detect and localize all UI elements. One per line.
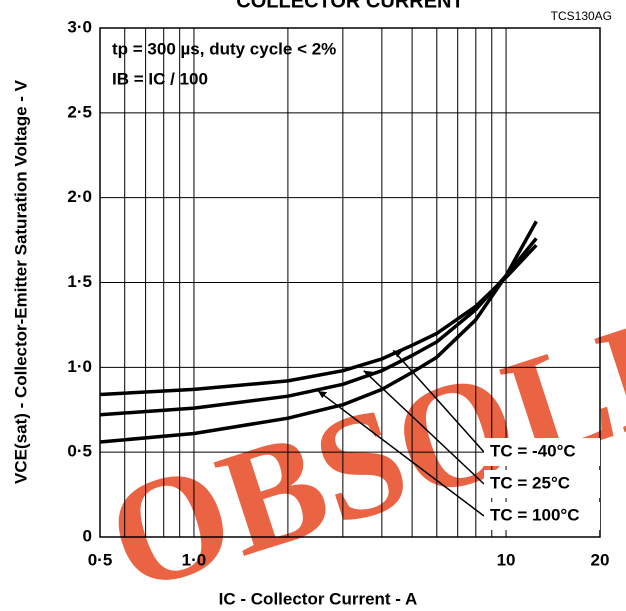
curve <box>99 220 538 444</box>
arrow-head <box>393 350 403 358</box>
legend-label: TC = 100°C <box>490 505 579 524</box>
x-tick-label: 20 <box>591 550 610 569</box>
y-axis-label: VCE(sat) - Collector-Emitter Saturation … <box>11 79 30 484</box>
y-tick-label: 3·0 <box>67 17 92 36</box>
y-tick-label: 2·0 <box>67 187 92 206</box>
figure-id: TCS130AG <box>551 9 612 23</box>
arrow-head <box>363 370 373 378</box>
chart-title: COLLECTOR CURRENT <box>236 0 463 12</box>
x-axis-label: IC - Collector Current - A <box>219 589 418 608</box>
arrow-head <box>318 391 328 399</box>
annotation: tp = 300 µs, duty cycle < 2% <box>112 39 336 58</box>
legend-box <box>484 438 600 466</box>
leader-line <box>317 390 485 517</box>
y-tick-label: 2·5 <box>67 102 92 121</box>
x-tick-label: 10 <box>497 550 516 569</box>
y-tick-label: 0 <box>83 526 92 545</box>
y-tick-label: 0·5 <box>67 442 92 461</box>
curve <box>99 237 538 417</box>
x-tick-label: 1·0 <box>182 550 207 569</box>
legend-box <box>484 502 600 530</box>
leader-line <box>392 349 485 453</box>
legend-box <box>484 470 600 498</box>
annotation: IB = IC / 100 <box>112 69 208 88</box>
y-tick-label: 1·5 <box>67 272 92 291</box>
leader-line <box>363 370 485 485</box>
plot-frame <box>99 27 601 538</box>
watermark: OBSOLETE <box>90 214 626 611</box>
y-tick-label: 1·0 <box>67 357 92 376</box>
legend-label: TC = 25°C <box>490 473 570 492</box>
x-tick-label: 0·5 <box>88 550 113 569</box>
legend-label: TC = -40°C <box>490 441 576 460</box>
